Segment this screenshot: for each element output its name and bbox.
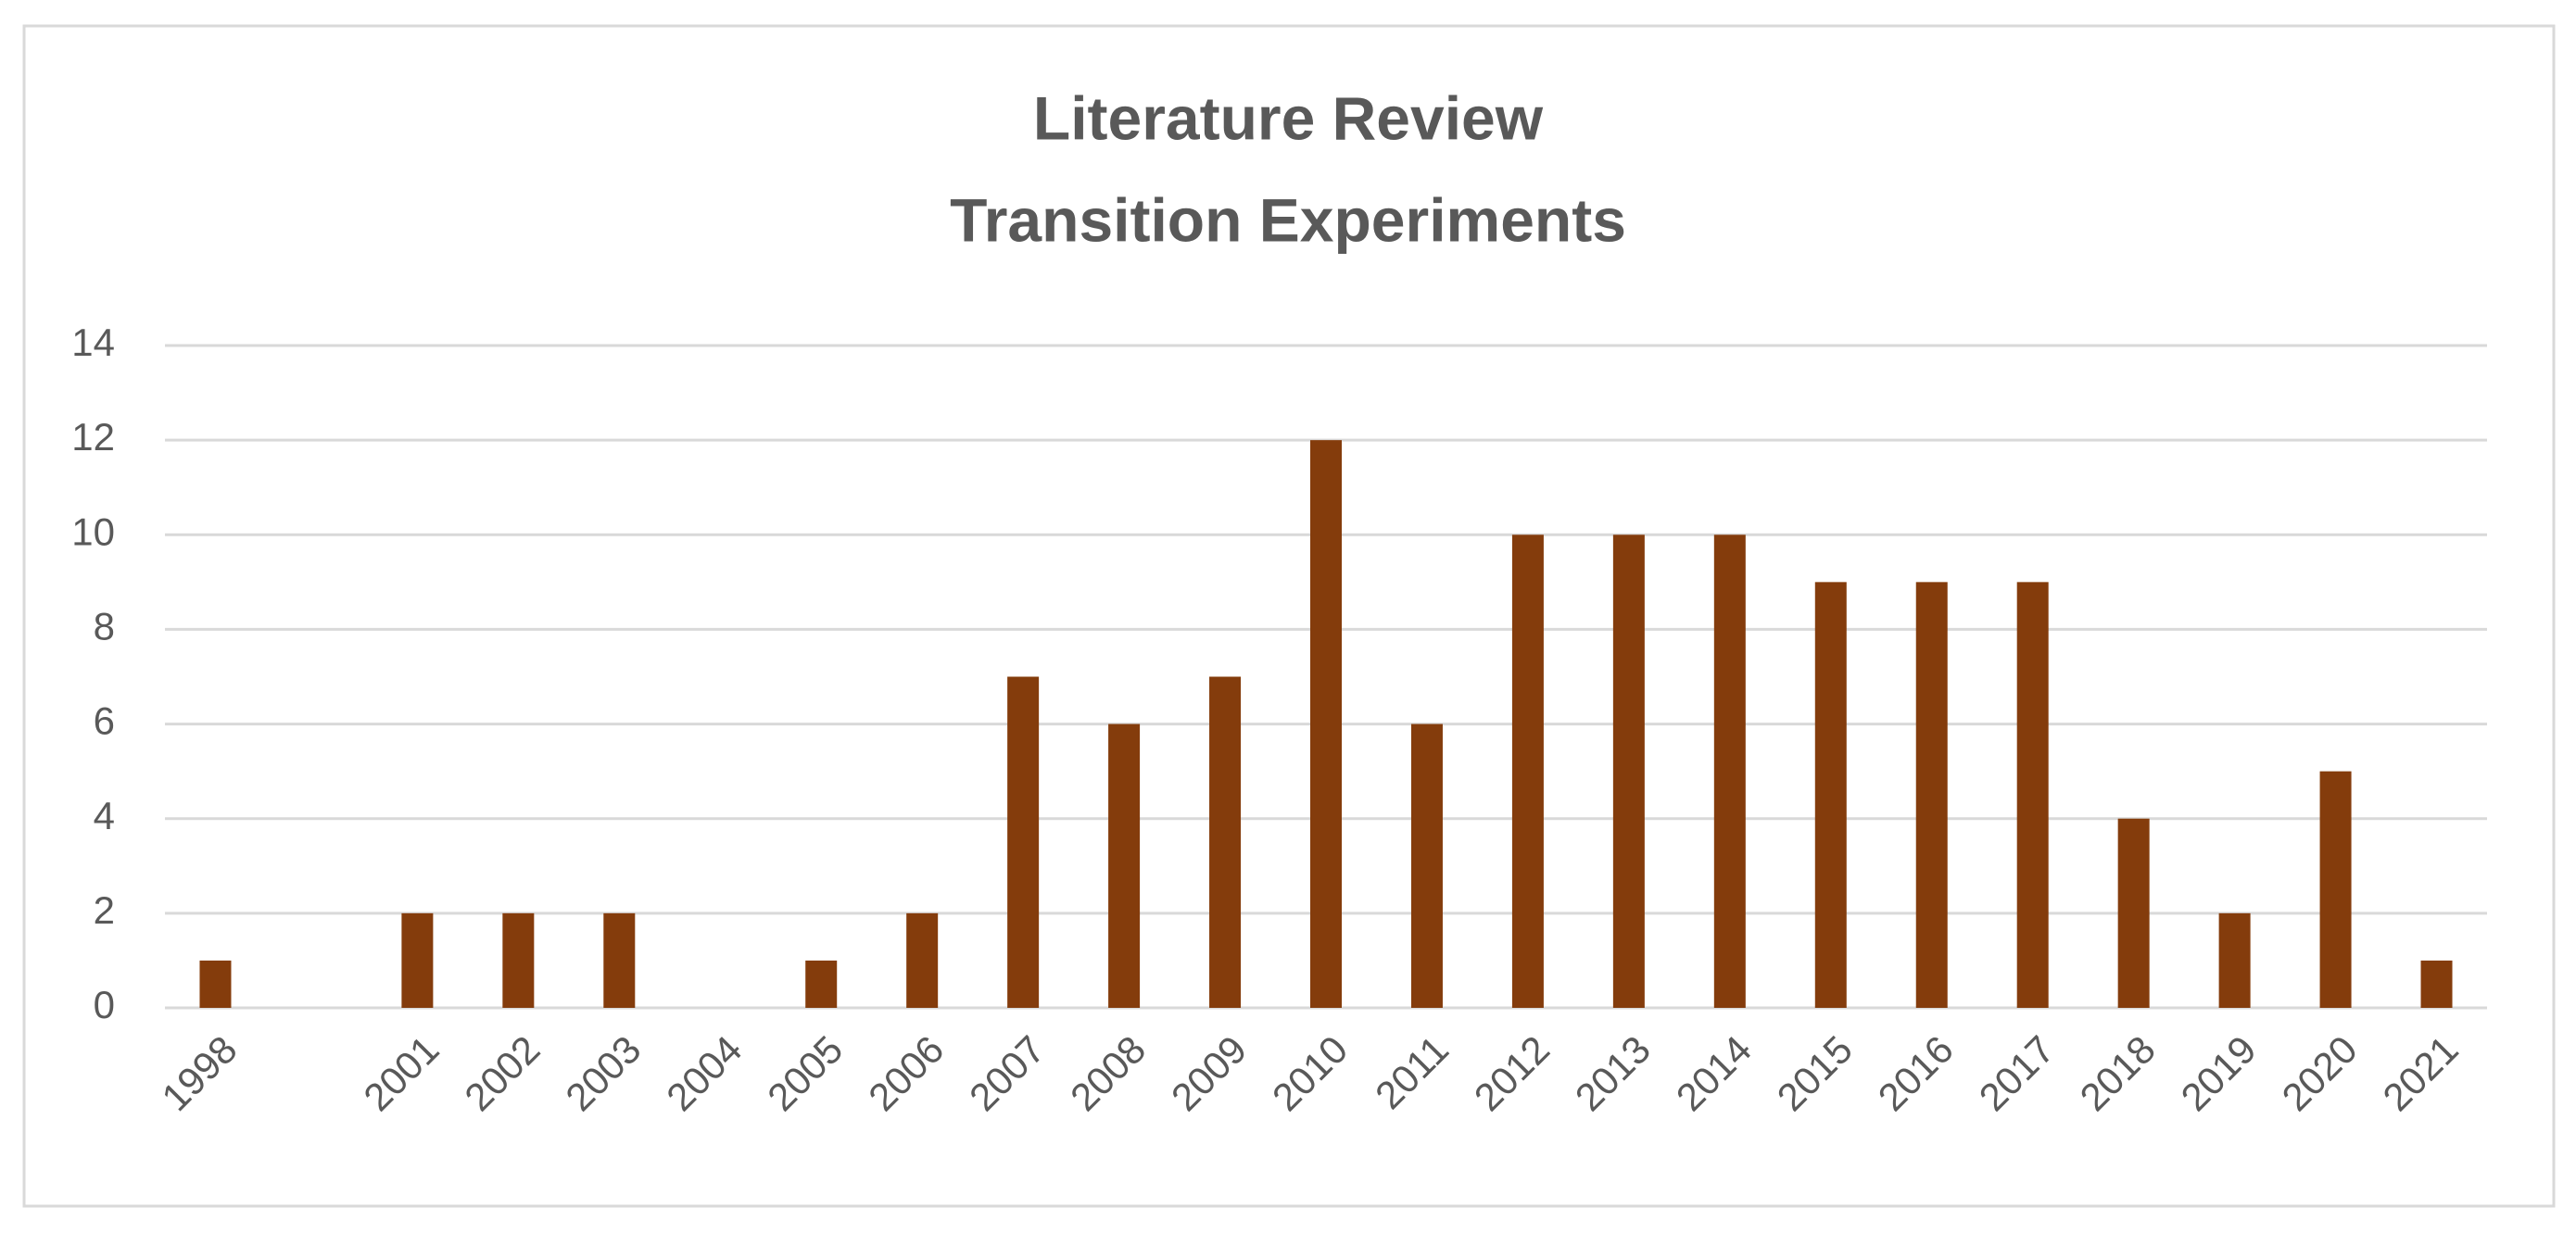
chart-title: Literature Review <box>1033 83 1544 152</box>
bar <box>2016 582 2049 1008</box>
bar <box>906 912 939 1008</box>
bar <box>2319 771 2352 1008</box>
bar <box>1814 582 1847 1008</box>
bar <box>1209 676 1242 1008</box>
bar <box>2218 912 2251 1008</box>
y-tick-label: 6 <box>94 699 115 743</box>
bar <box>1915 582 1948 1008</box>
bar <box>2420 960 2453 1008</box>
chart-border <box>22 24 2556 1208</box>
y-tick-label: 12 <box>71 415 115 459</box>
bar <box>603 912 636 1008</box>
y-tick-label: 4 <box>94 794 115 837</box>
y-tick-label: 14 <box>71 321 115 364</box>
bar <box>1612 534 1645 1008</box>
y-tick-label: 2 <box>94 888 115 932</box>
bar <box>1713 534 1746 1008</box>
bar <box>805 960 838 1008</box>
y-tick-label: 8 <box>94 605 115 648</box>
y-tick-label: 0 <box>94 983 115 1026</box>
bar <box>1511 534 1544 1008</box>
chart-title: Transition Experiments <box>950 185 1626 254</box>
y-tick-label: 10 <box>71 509 115 553</box>
bar <box>1007 676 1040 1008</box>
bar <box>1410 723 1443 1008</box>
bar <box>1108 723 1141 1008</box>
bar <box>199 960 232 1008</box>
bar <box>2117 818 2150 1008</box>
bar <box>401 912 434 1008</box>
bar <box>1310 440 1342 1009</box>
bar <box>502 912 535 1008</box>
